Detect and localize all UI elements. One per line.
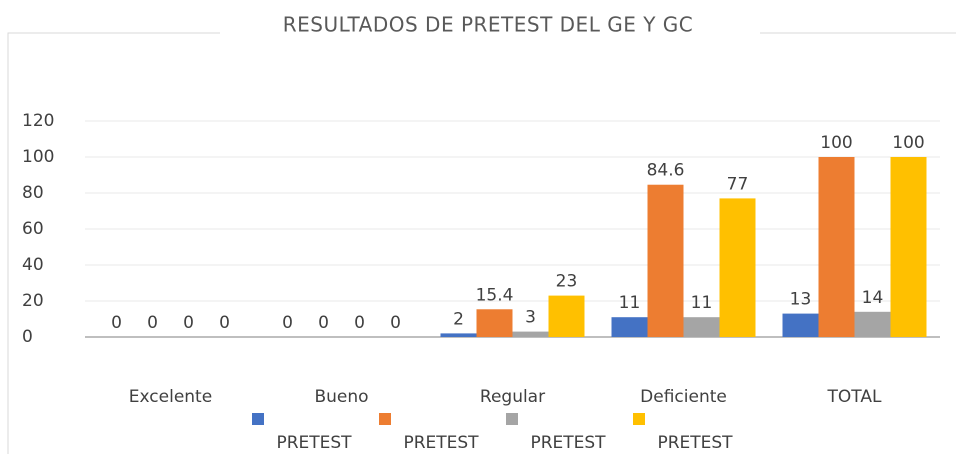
y-tick-label: 100: [22, 147, 54, 167]
chart-title: RESULTADOS DE PRETEST DEL GE Y GC: [283, 13, 693, 37]
title-backdrop: [220, 15, 760, 45]
bar: [476, 309, 513, 337]
data-label: 15.4: [476, 285, 514, 305]
x-tick-label: Deficiente: [640, 387, 727, 407]
bar: [440, 333, 477, 337]
bar: [512, 331, 549, 337]
data-label: 0: [183, 313, 194, 333]
data-label: 0: [147, 313, 158, 333]
bar: [683, 317, 720, 337]
legend-label: PRETEST: [530, 433, 606, 453]
data-label: 13: [790, 290, 812, 310]
y-tick-label: 40: [22, 255, 44, 275]
x-tick-label: Bueno: [314, 387, 368, 407]
legend-swatch: [633, 413, 645, 425]
data-label: 0: [219, 313, 230, 333]
data-label: 77: [727, 174, 749, 194]
data-label: 0: [282, 313, 293, 333]
bar: [818, 157, 855, 337]
y-tick-label: 120: [22, 111, 54, 131]
data-label: 11: [691, 293, 713, 313]
data-label: 0: [390, 313, 401, 333]
bar: [854, 311, 891, 337]
data-label: 0: [111, 313, 122, 333]
data-label: 100: [820, 133, 852, 153]
data-label: 0: [354, 313, 365, 333]
data-label: 100: [892, 133, 924, 153]
legend-label: PRETEST: [403, 433, 479, 453]
legend-label: PRETEST: [657, 433, 733, 453]
bar: [611, 317, 648, 337]
x-tick-label: TOTAL: [827, 387, 882, 407]
y-tick-label: 80: [22, 183, 44, 203]
x-tick-label: Excelente: [129, 387, 212, 407]
data-label: 84.6: [647, 161, 685, 181]
y-tick-label: 0: [22, 327, 33, 347]
legend-swatch: [379, 413, 391, 425]
bar: [890, 157, 927, 337]
data-label: 23: [556, 272, 578, 292]
data-label: 0: [318, 313, 329, 333]
bar: [719, 198, 756, 337]
bar: [548, 295, 585, 337]
data-label: 14: [862, 288, 884, 308]
bar: [782, 313, 819, 337]
y-tick-label: 20: [22, 291, 44, 311]
x-tick-label: Regular: [480, 387, 545, 407]
data-label: 11: [619, 293, 641, 313]
data-label: 3: [525, 308, 536, 328]
legend-swatch: [252, 413, 264, 425]
legend-swatch: [506, 413, 518, 425]
bar: [647, 184, 684, 337]
y-tick-label: 60: [22, 219, 44, 239]
data-label: 2: [453, 309, 464, 329]
legend-label: PRETEST: [276, 433, 352, 453]
